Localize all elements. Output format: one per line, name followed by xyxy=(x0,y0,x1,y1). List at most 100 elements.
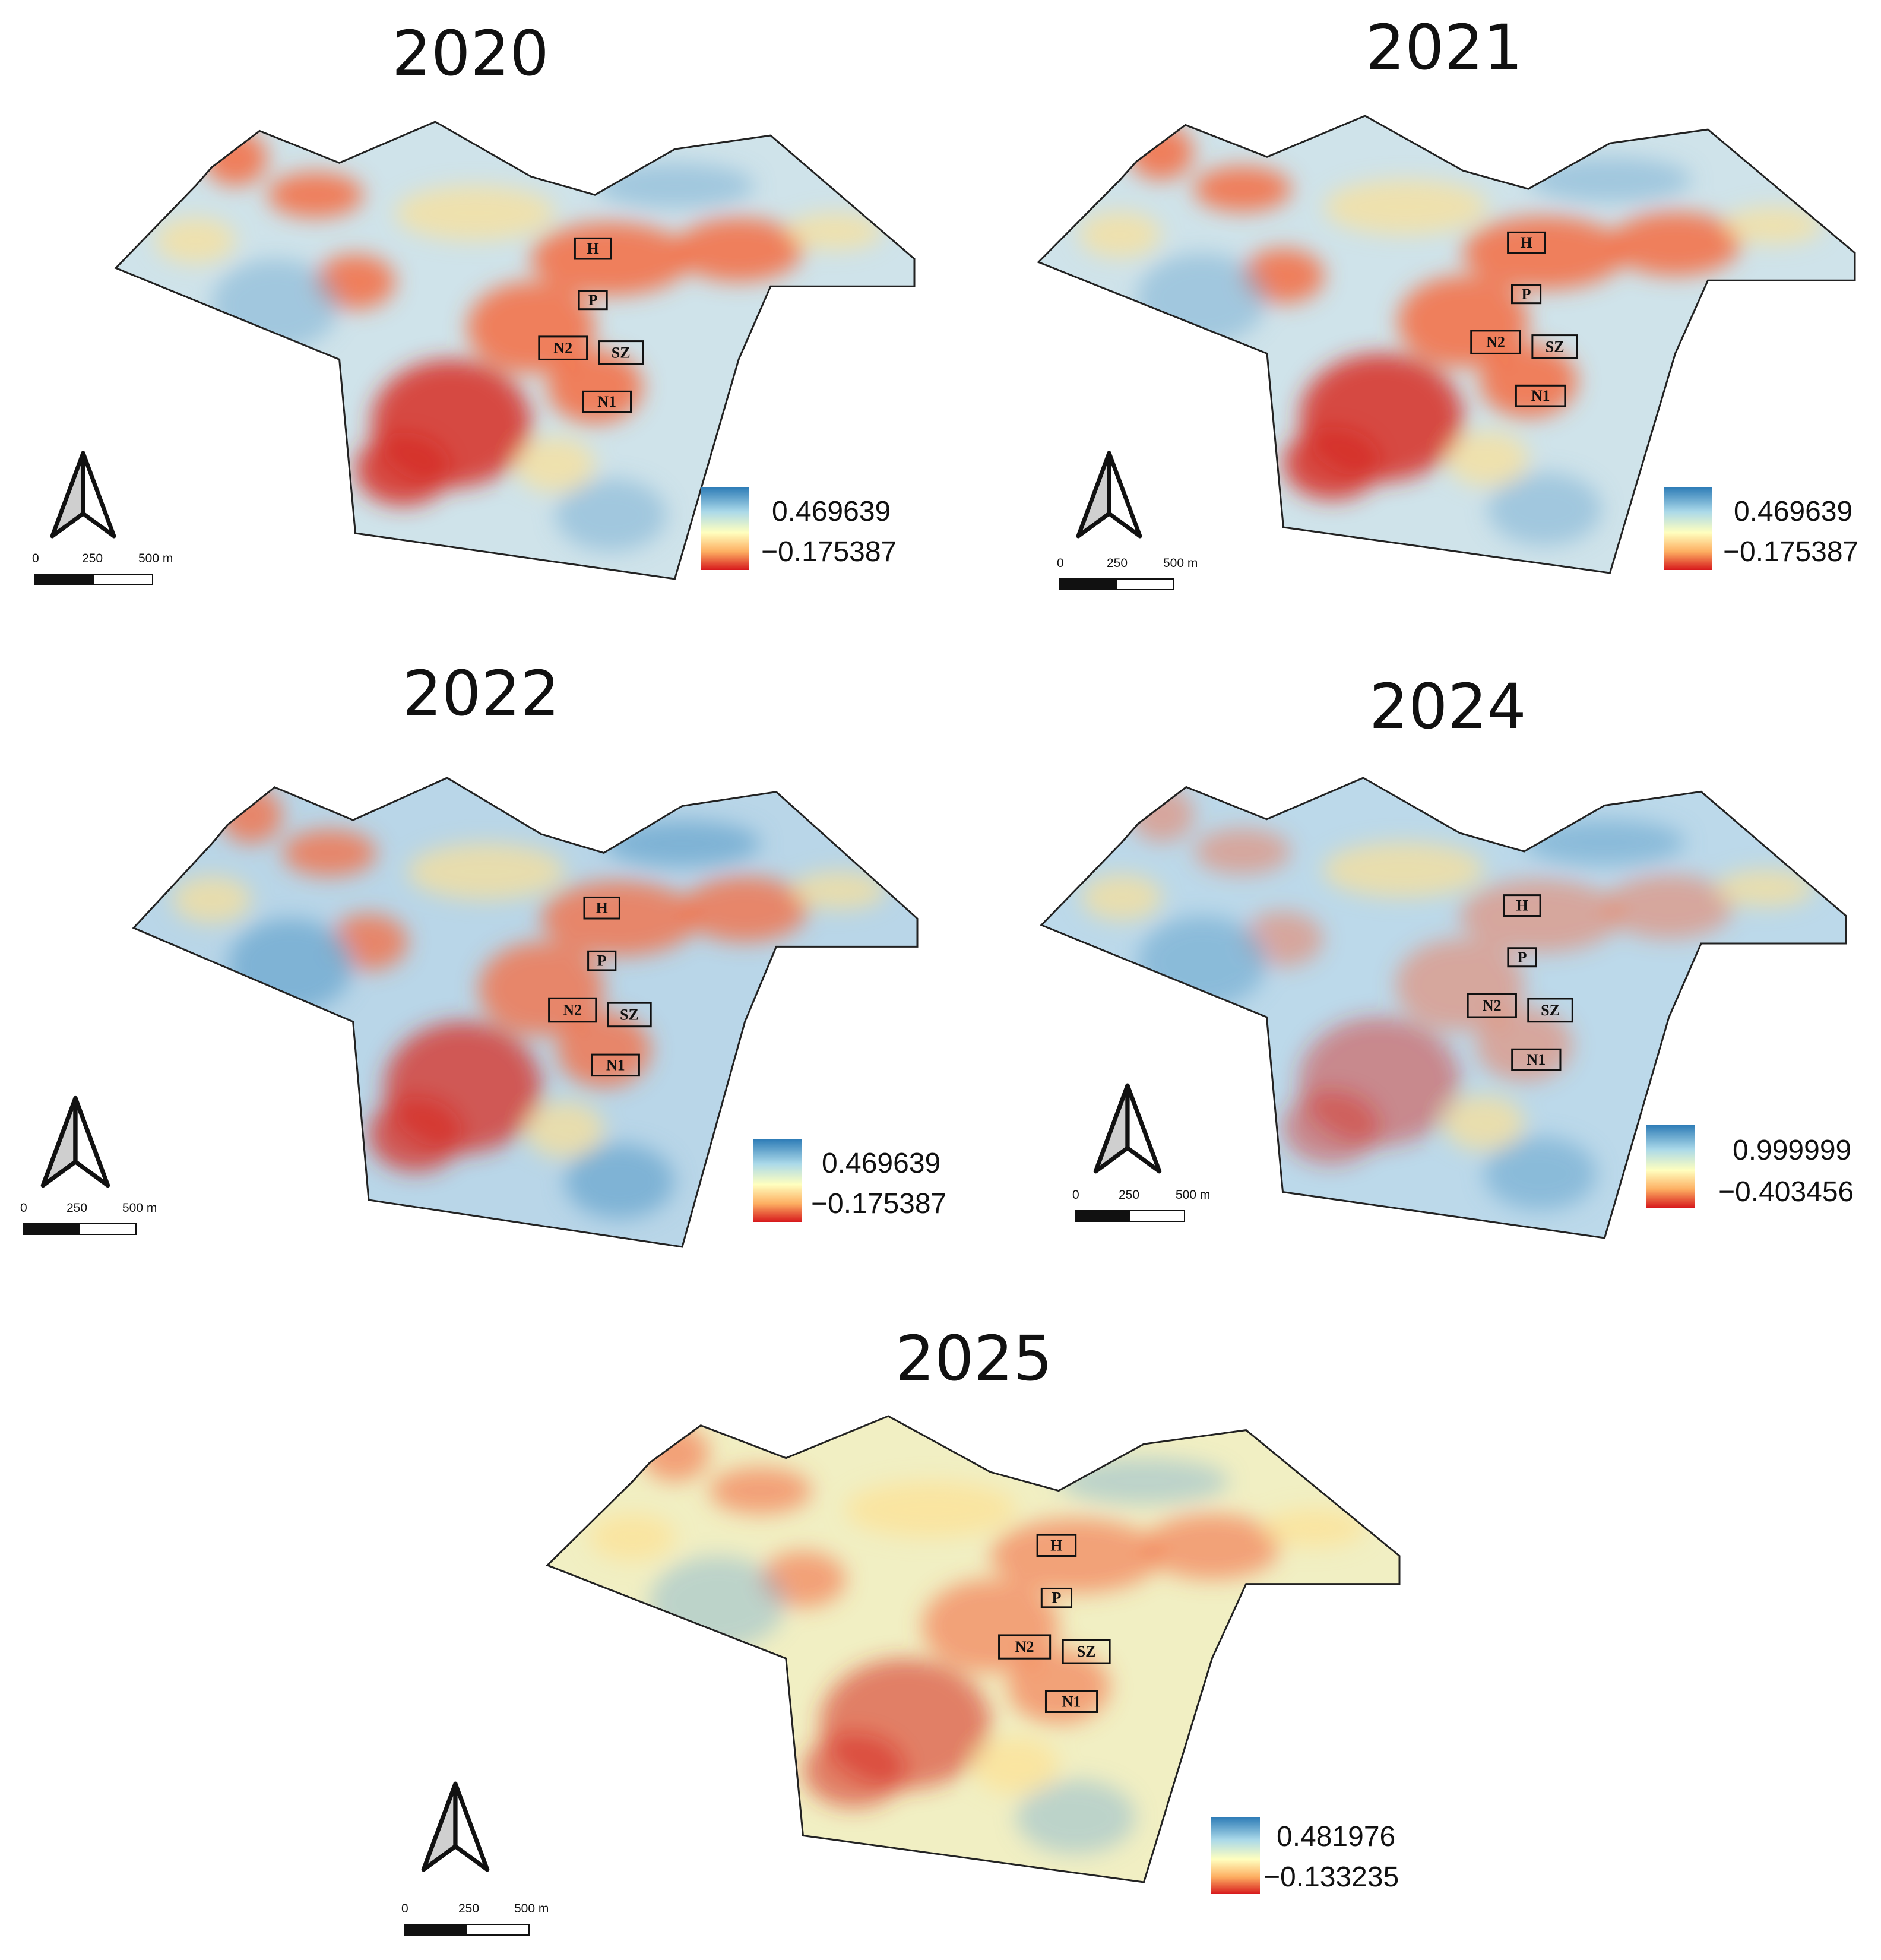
scale-label-0: 0 xyxy=(1057,556,1064,570)
map-outline xyxy=(546,1415,1401,1883)
scale-label-250: 250 xyxy=(1107,556,1128,570)
site-label: H xyxy=(596,900,608,917)
map-panel-2024: 2024 H P N2 SZ N1 0.999999 −0.403456 0 250 5… xyxy=(940,641,1881,1265)
north-arrow-icon xyxy=(50,451,116,539)
site-label: N1 xyxy=(1062,1693,1081,1710)
site-label: H xyxy=(1520,234,1532,251)
legend-max-value: 0.481976 xyxy=(1277,1821,1396,1853)
site-box-p: P xyxy=(1511,284,1542,305)
site-label: N2 xyxy=(553,340,572,357)
scale-label-250: 250 xyxy=(66,1201,88,1215)
site-box-n2: N2 xyxy=(538,335,588,360)
map-outline xyxy=(1037,115,1856,574)
legend-max-value: 0.469639 xyxy=(1734,496,1853,527)
map-raster xyxy=(547,1416,1399,1882)
scale-label-500: 500 m xyxy=(1163,556,1198,570)
legend-max-value: 0.469639 xyxy=(822,1148,941,1179)
site-label: H xyxy=(587,240,599,257)
scale-graphic xyxy=(1075,1210,1185,1222)
map-outline xyxy=(132,777,919,1248)
site-label: N1 xyxy=(1531,387,1550,404)
site-label: P xyxy=(1518,949,1527,966)
legend-max-value: 0.469639 xyxy=(772,496,891,527)
ndvi-map: H P N2 SZ N1 xyxy=(1040,777,1847,1239)
map-panel-2025: 2025 H P N2 SZ N1 0.481976 −0.133235 0 250 5… xyxy=(401,1294,1411,1948)
scale-graphic xyxy=(23,1223,137,1235)
panel-title: 2025 xyxy=(895,1322,1053,1395)
site-box-n2: N2 xyxy=(1467,993,1517,1018)
panel-title: 2021 xyxy=(1366,11,1523,84)
site-box-n1: N1 xyxy=(1511,1048,1562,1071)
scale-bar: 0 250 500 m xyxy=(1057,556,1198,593)
scale-graphic xyxy=(404,1924,530,1936)
site-label: P xyxy=(1052,1589,1061,1607)
site-box-sz: SZ xyxy=(607,1002,652,1028)
north-arrow-icon xyxy=(421,1781,490,1872)
map-panel-2021: 2021 H P N2 SZ N1 0.469639 −0.175387 0 250 5… xyxy=(940,0,1881,623)
site-label: N2 xyxy=(563,1002,582,1019)
site-label: H xyxy=(1050,1537,1062,1554)
site-box-n1: N1 xyxy=(1044,1690,1098,1713)
scale-bar: 0 250 500 m xyxy=(1072,1188,1211,1224)
legend-color-bar xyxy=(701,487,749,570)
ndvi-map: H P N2 SZ N1 xyxy=(114,121,916,580)
site-label: SZ xyxy=(1546,338,1565,355)
site-label: SZ xyxy=(1077,1643,1096,1660)
map-panel-2020: 2020 H P N2 SZ N1 0.469639 −0.175387 0 250 5… xyxy=(0,0,940,623)
scale-bar: 0 250 500 m xyxy=(32,552,173,588)
ndvi-map: H P N2 SZ N1 xyxy=(546,1415,1401,1883)
scale-label-0: 0 xyxy=(401,1902,408,1915)
site-box-p: P xyxy=(1040,1587,1073,1608)
legend-min-value: −0.175387 xyxy=(1723,536,1859,568)
scale-label-0: 0 xyxy=(32,552,39,565)
map-outline xyxy=(1040,777,1847,1239)
north-arrow-icon xyxy=(1076,451,1142,539)
site-label: N2 xyxy=(1486,334,1505,351)
map-raster xyxy=(1041,778,1846,1238)
site-label: N1 xyxy=(606,1056,625,1074)
scale-label-0: 0 xyxy=(1072,1188,1079,1202)
legend-max-value: 0.999999 xyxy=(1733,1135,1852,1166)
site-label: SZ xyxy=(1541,1002,1560,1019)
scale-label-500: 500 m xyxy=(122,1201,157,1215)
legend-min-value: −0.133235 xyxy=(1264,1861,1399,1893)
site-box-p: P xyxy=(1507,947,1537,968)
scale-label-500: 500 m xyxy=(1176,1188,1211,1202)
north-arrow-icon xyxy=(40,1095,110,1188)
legend-color-bar xyxy=(1664,487,1712,570)
scale-label-250: 250 xyxy=(82,552,103,565)
site-box-n1: N1 xyxy=(591,1053,640,1077)
scale-bar: 0 250 500 m xyxy=(401,1902,549,1938)
legend-min-value: −0.175387 xyxy=(761,536,897,568)
scale-graphic xyxy=(34,574,153,585)
site-label: P xyxy=(597,952,607,970)
site-box-sz: SZ xyxy=(1062,1639,1111,1664)
scale-graphic xyxy=(1059,578,1174,590)
site-box-h: H xyxy=(583,896,620,920)
site-label: N2 xyxy=(1483,997,1502,1014)
site-label: N1 xyxy=(1527,1051,1546,1068)
site-box-sz: SZ xyxy=(1531,334,1578,359)
site-box-h: H xyxy=(1507,231,1546,254)
site-box-h: H xyxy=(1036,1534,1077,1557)
site-box-p: P xyxy=(578,290,608,311)
legend-min-value: −0.403456 xyxy=(1718,1176,1854,1208)
site-box-p: P xyxy=(587,950,617,971)
map-panel-2022: 2022 H P N2 SZ N1 0.469639 −0.175387 0 250 5… xyxy=(0,641,946,1265)
site-box-sz: SZ xyxy=(1527,998,1573,1023)
scale-label-500: 500 m xyxy=(514,1902,549,1915)
site-box-sz: SZ xyxy=(598,340,644,365)
site-box-n1: N1 xyxy=(1515,384,1566,407)
map-outline xyxy=(114,121,916,580)
site-label: P xyxy=(1522,286,1531,303)
legend-min-value: −0.175387 xyxy=(811,1188,947,1220)
site-box-n1: N1 xyxy=(582,390,632,413)
site-label: H xyxy=(1516,897,1528,914)
site-box-n2: N2 xyxy=(1470,330,1521,354)
panel-title: 2024 xyxy=(1369,670,1527,743)
scale-label-500: 500 m xyxy=(138,552,173,565)
site-box-n2: N2 xyxy=(998,1634,1052,1660)
site-label: N1 xyxy=(597,393,616,410)
legend-color-bar xyxy=(753,1139,802,1222)
site-box-h: H xyxy=(1503,894,1541,917)
